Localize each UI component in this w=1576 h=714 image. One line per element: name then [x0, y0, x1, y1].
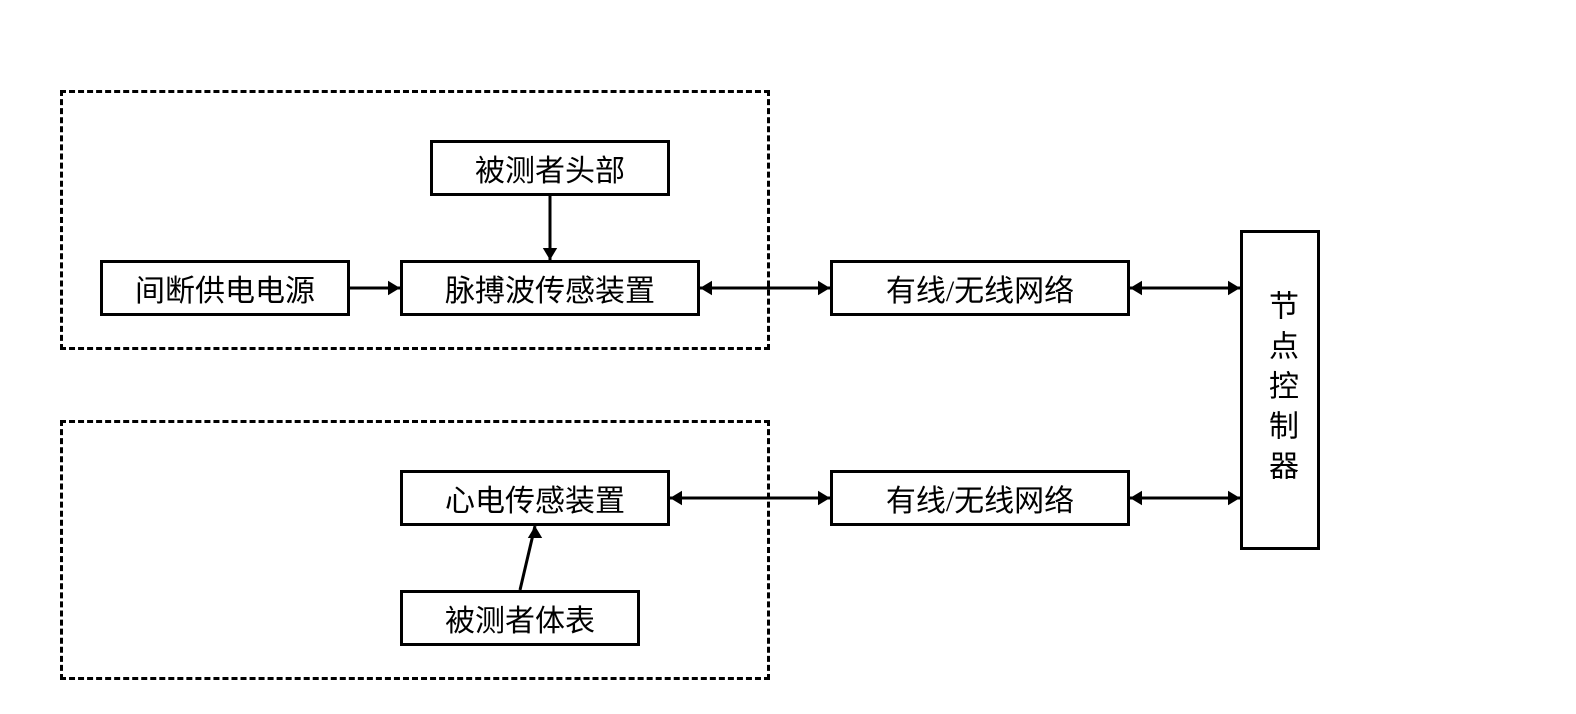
node-controller-label: 节点控制器: [1258, 290, 1302, 490]
node-body-label: 被测者体表: [445, 596, 595, 640]
node-power-label: 间断供电电源: [135, 266, 315, 310]
node-body: 被测者体表: [400, 590, 640, 646]
node-power: 间断供电电源: [100, 260, 350, 316]
node-ecg-label: 心电传感装置: [445, 476, 625, 520]
node-net1-label: 有线/无线网络: [886, 266, 1074, 310]
node-net1: 有线/无线网络: [830, 260, 1130, 316]
node-head: 被测者头部: [430, 140, 670, 196]
node-ecg: 心电传感装置: [400, 470, 670, 526]
node-net2: 有线/无线网络: [830, 470, 1130, 526]
node-pulse: 脉搏波传感装置: [400, 260, 700, 316]
node-net2-label: 有线/无线网络: [886, 476, 1074, 520]
node-head-label: 被测者头部: [475, 146, 625, 190]
node-controller: 节点控制器: [1240, 230, 1320, 550]
node-pulse-label: 脉搏波传感装置: [445, 266, 655, 310]
